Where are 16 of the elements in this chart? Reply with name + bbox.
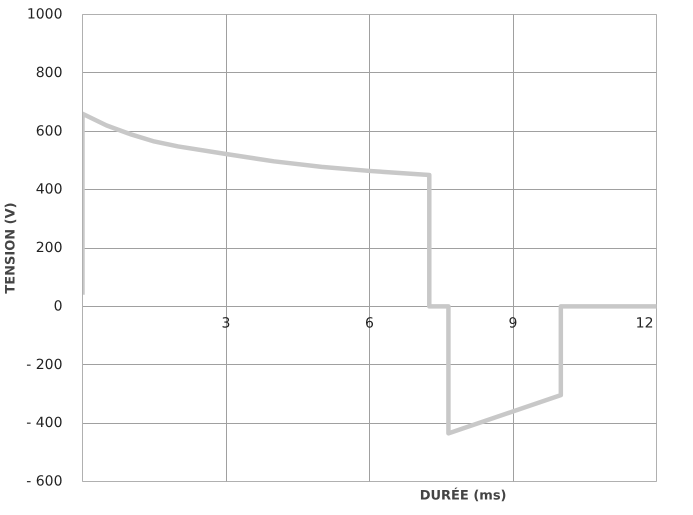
line-series bbox=[82, 111, 656, 436]
y-tick-label: 0 bbox=[54, 298, 63, 314]
y-tick-label: - 600 bbox=[26, 474, 63, 490]
x-axis-title: DURÉE (ms) bbox=[420, 486, 506, 504]
y-tick-label: 1000 bbox=[26, 6, 63, 22]
y-tick-label: - 400 bbox=[26, 415, 63, 432]
x-tick-label: 9 bbox=[508, 315, 518, 332]
x-tick-label: 12 bbox=[636, 315, 654, 332]
y-tick-label: 200 bbox=[36, 240, 63, 256]
x-tick-label: 6 bbox=[365, 315, 374, 332]
y-tick-label: 400 bbox=[36, 182, 63, 198]
y-tick-label: 800 bbox=[36, 64, 63, 81]
x-tick-label: 3 bbox=[222, 315, 230, 332]
y-tick-label: - 200 bbox=[26, 356, 63, 373]
y-axis-title: TENSION (V) bbox=[3, 202, 18, 294]
y-tick-label: 600 bbox=[36, 123, 63, 140]
